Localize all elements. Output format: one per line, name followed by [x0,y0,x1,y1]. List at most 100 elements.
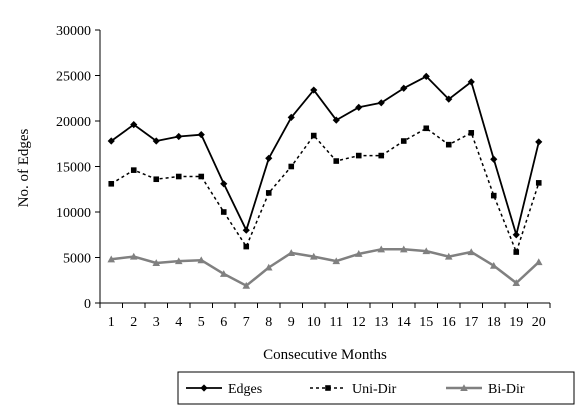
series-2-point [309,252,318,260]
x-tick-label: 20 [532,315,546,330]
series-0-point [445,95,453,103]
x-tick-label: 16 [442,315,456,330]
series-2-point [489,261,498,269]
series-0-point [422,72,430,81]
series-line-2 [111,248,540,287]
y-tick-label: 0 [84,297,91,312]
series-1-point [400,138,407,144]
series-0-point [220,180,228,188]
x-tick-label: 14 [397,315,411,330]
series-1-point [513,249,520,255]
x-tick-label: 15 [419,315,433,330]
x-tick-label: 4 [175,315,182,330]
x-tick-label: 9 [288,315,295,330]
y-tick-label: 20000 [56,115,91,130]
y-tick-label: 5000 [63,252,91,267]
y-tick-label: 10000 [56,206,91,221]
series-1-point [468,130,475,136]
series-0-point [400,84,408,92]
x-tick-label: 7 [243,315,250,330]
series-2-point [264,263,273,271]
series-0-point [535,138,543,146]
series-0-point [287,113,295,121]
series-2-point [422,247,431,255]
series-1-point [198,173,205,180]
series-0-point [310,86,318,94]
series-0-point [467,78,475,86]
series-2-point [399,245,408,253]
series-1-point [243,243,250,250]
series-1-point [288,163,295,170]
series-1-point [490,192,497,199]
series-0-point [332,116,340,124]
x-tick-label: 19 [509,315,523,330]
x-tick-label: 10 [307,315,321,330]
series-2-point [129,252,138,260]
y-tick-label: 30000 [56,24,91,39]
series-1-point [153,176,160,183]
legend-swatch-marker-2 [460,384,468,392]
x-axis-title: Consecutive Months [263,347,387,363]
series-0-point [490,155,498,163]
series-0-point [355,103,363,111]
legend-swatch-marker-1 [325,385,331,391]
series-2-point [467,248,476,256]
series-1-point [445,141,452,148]
series-2-point [219,270,228,277]
series-0-point [265,154,273,162]
series-1-point [378,152,385,159]
series-2-point [444,252,453,260]
series-0-point [242,226,250,234]
x-tick-label: 5 [198,315,205,330]
series-0-point [175,132,183,141]
series-1-point [220,209,227,215]
series-2-point [534,258,543,266]
series-0-point [130,121,138,129]
x-tick-label: 13 [374,315,388,330]
series-0-point [377,99,385,107]
x-tick-label: 3 [153,315,160,330]
legend-label-1: Uni-Dir [352,382,397,397]
legend: Edges Uni-Dir Bi-Dir [177,371,575,405]
series-1-point [130,167,137,173]
series-1-point [310,132,317,139]
legend-label-0: Edges [228,382,262,397]
y-tick-label: 15000 [56,161,91,176]
series-2-point [332,257,341,265]
series-1-point [423,125,430,132]
series-0-point [152,137,160,145]
x-tick-label: 17 [464,315,478,330]
series-2-point [174,257,183,265]
series-2-point [287,249,296,256]
y-axis-title: No. of Edges [16,128,32,207]
series-2-point [354,250,363,257]
series-2-point [107,255,116,263]
series-2-point [242,281,251,289]
series-line-0 [110,75,540,236]
series-0-point [107,137,115,145]
series-1-point [333,158,340,164]
x-tick-label: 11 [330,315,343,330]
legend-label-2: Bi-Dir [488,382,525,397]
series-2-point [152,259,161,266]
x-tick-label: 8 [265,315,272,330]
x-tick-label: 2 [130,315,137,330]
series-1-point [535,180,542,186]
series-1-point [108,180,115,187]
x-tick-label: 18 [487,315,501,330]
series-0-point [197,131,205,139]
series-0-point [512,231,520,239]
series-2-point [512,279,521,287]
series-2-point [197,256,206,264]
legend-swatch-marker-0 [200,384,208,392]
x-tick-label: 12 [352,315,366,330]
series-1-point [175,173,182,180]
series-2-point [377,245,386,253]
x-tick-label: 1 [108,315,115,330]
y-tick-label: 25000 [56,70,91,85]
series-1-point [265,190,272,196]
